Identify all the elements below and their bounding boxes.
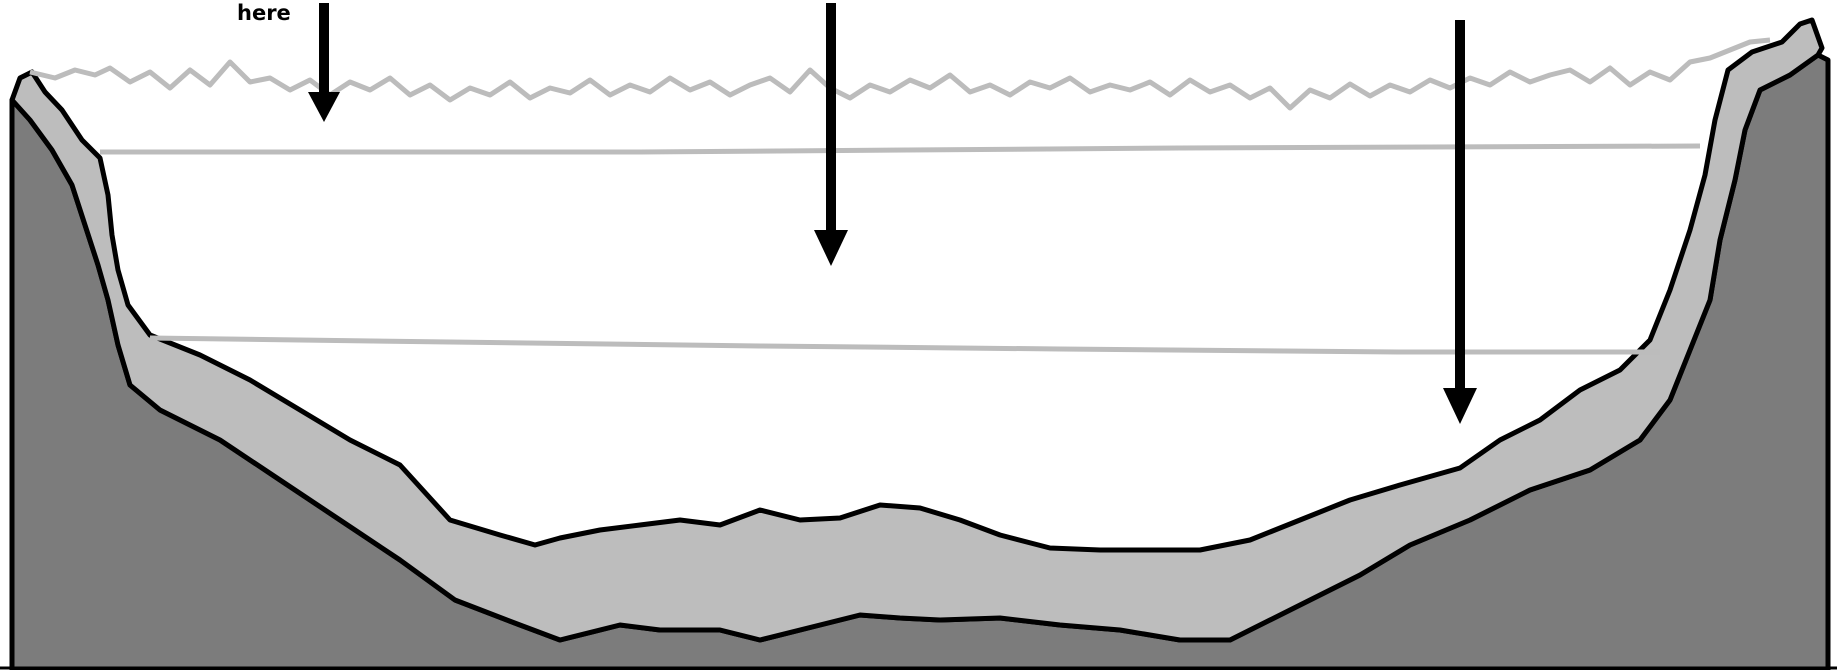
upper-water-line — [100, 143, 1701, 155]
sediment-layer — [9, 17, 1825, 643]
surface-wave-line — [29, 37, 1771, 111]
here-label: here — [237, 1, 291, 25]
arrow-left — [308, 3, 340, 122]
arrow-middle — [814, 3, 848, 266]
arrow-right — [1443, 20, 1477, 424]
lower-water-line — [149, 335, 1660, 355]
